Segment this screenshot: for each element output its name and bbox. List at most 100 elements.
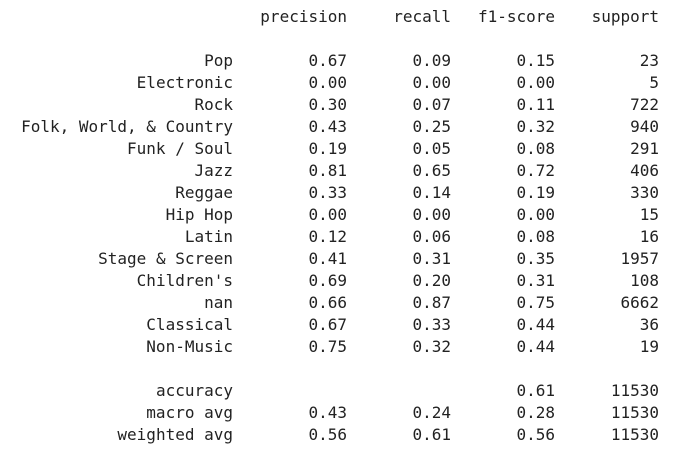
row-label: Children's — [136, 271, 233, 290]
recall-value: 0.20 — [412, 271, 451, 290]
recall-value: 0.05 — [412, 139, 451, 158]
precision-value: 0.56 — [308, 425, 347, 444]
recall-value: 0.65 — [412, 161, 451, 180]
row-label: Electronic — [136, 73, 233, 92]
f1-score-value: 0.35 — [516, 249, 555, 268]
support-value: 5 — [649, 73, 659, 92]
f1-score-value: 0.11 — [516, 95, 555, 114]
class-rows: Pop 0.67 0.09 0.15 23 Electronic 0.00 0.00 0.00 5… — [0, 50, 683, 358]
precision-value: 0.81 — [308, 161, 347, 180]
recall-value: 0.33 — [412, 315, 451, 334]
support-value: 23 — [639, 51, 659, 70]
precision-value: 0.41 — [308, 249, 347, 268]
recall-value: 0.31 — [412, 249, 451, 268]
f1-score-value: 0.19 — [516, 183, 555, 202]
f1-score-value: 0.00 — [516, 73, 555, 92]
recall-value: 0.09 — [412, 51, 451, 70]
f1-score-value: 0.31 — [516, 271, 555, 290]
row-label: weighted avg — [117, 425, 233, 444]
f1-score-header: f1-score — [477, 7, 555, 26]
row-label: Classical — [146, 315, 233, 334]
row-label: Rock — [194, 95, 233, 114]
row-label: Non-Music — [146, 337, 233, 356]
recall-value: 0.24 — [412, 403, 451, 422]
precision-value: 0.12 — [308, 227, 347, 246]
f1-score-value: 0.44 — [516, 315, 555, 334]
f1-score-value: 0.32 — [516, 117, 555, 136]
f1-score-value: 0.44 — [516, 337, 555, 356]
support-value: 330 — [630, 183, 659, 202]
class-row: Reggae 0.33 0.14 0.19 330 — [0, 182, 683, 204]
class-row: Electronic 0.00 0.00 0.00 5 — [0, 72, 683, 94]
row-label: Reggae — [175, 183, 233, 202]
class-row: Pop 0.67 0.09 0.15 23 — [0, 50, 683, 72]
support-value: 406 — [630, 161, 659, 180]
support-value: 36 — [639, 315, 659, 334]
precision-value: 0.69 — [308, 271, 347, 290]
f1-score-value: 0.15 — [516, 51, 555, 70]
row-label: Latin — [184, 227, 233, 246]
summary-rows: accuracy 0.61 11530 macro avg 0.43 0.24 0.28 11… — [0, 380, 683, 446]
precision-value: 0.30 — [308, 95, 347, 114]
class-row: nan 0.66 0.87 0.75 6662 — [0, 292, 683, 314]
f1-score-value: 0.56 — [516, 425, 555, 444]
recall-value: 0.25 — [412, 117, 451, 136]
spacer — [0, 28, 683, 50]
support-value: 722 — [630, 95, 659, 114]
precision-value: 0.66 — [308, 293, 347, 312]
recall-value: 0.32 — [412, 337, 451, 356]
row-label: Funk / Soul — [127, 139, 233, 158]
precision-value: 0.43 — [308, 117, 347, 136]
recall-value: 0.06 — [412, 227, 451, 246]
class-row: Non-Music 0.75 0.32 0.44 19 — [0, 336, 683, 358]
precision-value: 0.19 — [308, 139, 347, 158]
support-value: 108 — [630, 271, 659, 290]
class-row: Hip Hop 0.00 0.00 0.00 15 — [0, 204, 683, 226]
precision-header: precision — [260, 7, 347, 26]
class-row: Folk, World, & Country 0.43 0.25 0.32 940 — [0, 116, 683, 138]
recall-value: 0.00 — [412, 73, 451, 92]
class-row: Funk / Soul 0.19 0.05 0.08 291 — [0, 138, 683, 160]
row-label: Hip Hop — [165, 205, 233, 224]
summary-row: accuracy 0.61 11530 — [0, 380, 683, 402]
classification-report: precision recall f1-score support Pop 0.6… — [0, 6, 683, 446]
support-value: 291 — [630, 139, 659, 158]
f1-score-value: 0.00 — [516, 205, 555, 224]
class-row: Children's 0.69 0.20 0.31 108 — [0, 270, 683, 292]
recall-value: 0.07 — [412, 95, 451, 114]
summary-row: macro avg 0.43 0.24 0.28 11530 — [0, 402, 683, 424]
support-value: 940 — [630, 117, 659, 136]
row-label: nan — [204, 293, 233, 312]
f1-score-value: 0.61 — [516, 381, 555, 400]
precision-value: 0.43 — [308, 403, 347, 422]
class-row: Jazz 0.81 0.65 0.72 406 — [0, 160, 683, 182]
recall-value: 0.00 — [412, 205, 451, 224]
support-value: 6662 — [620, 293, 659, 312]
precision-value: 0.75 — [308, 337, 347, 356]
class-row: Rock 0.30 0.07 0.11 722 — [0, 94, 683, 116]
spacer — [0, 358, 683, 380]
precision-value: 0.00 — [308, 73, 347, 92]
precision-value: 0.67 — [308, 315, 347, 334]
precision-value: 0.00 — [308, 205, 347, 224]
precision-value: 0.67 — [308, 51, 347, 70]
header-row: precision recall f1-score support — [0, 6, 683, 28]
recall-header: recall — [393, 7, 451, 26]
f1-score-value: 0.28 — [516, 403, 555, 422]
f1-score-value: 0.75 — [516, 293, 555, 312]
f1-score-value: 0.72 — [516, 161, 555, 180]
class-row: Classical 0.67 0.33 0.44 36 — [0, 314, 683, 336]
recall-value: 0.61 — [412, 425, 451, 444]
row-label: Pop — [204, 51, 233, 70]
support-value: 16 — [639, 227, 659, 246]
class-row: Latin 0.12 0.06 0.08 16 — [0, 226, 683, 248]
row-label: Stage & Screen — [98, 249, 233, 268]
class-row: Stage & Screen 0.41 0.31 0.35 1957 — [0, 248, 683, 270]
summary-row: weighted avg 0.56 0.61 0.56 11530 — [0, 424, 683, 446]
support-value: 11530 — [610, 381, 659, 400]
support-value: 19 — [639, 337, 659, 356]
row-label: accuracy — [155, 381, 233, 400]
f1-score-value: 0.08 — [516, 139, 555, 158]
precision-value: 0.33 — [308, 183, 347, 202]
support-value: 15 — [639, 205, 659, 224]
